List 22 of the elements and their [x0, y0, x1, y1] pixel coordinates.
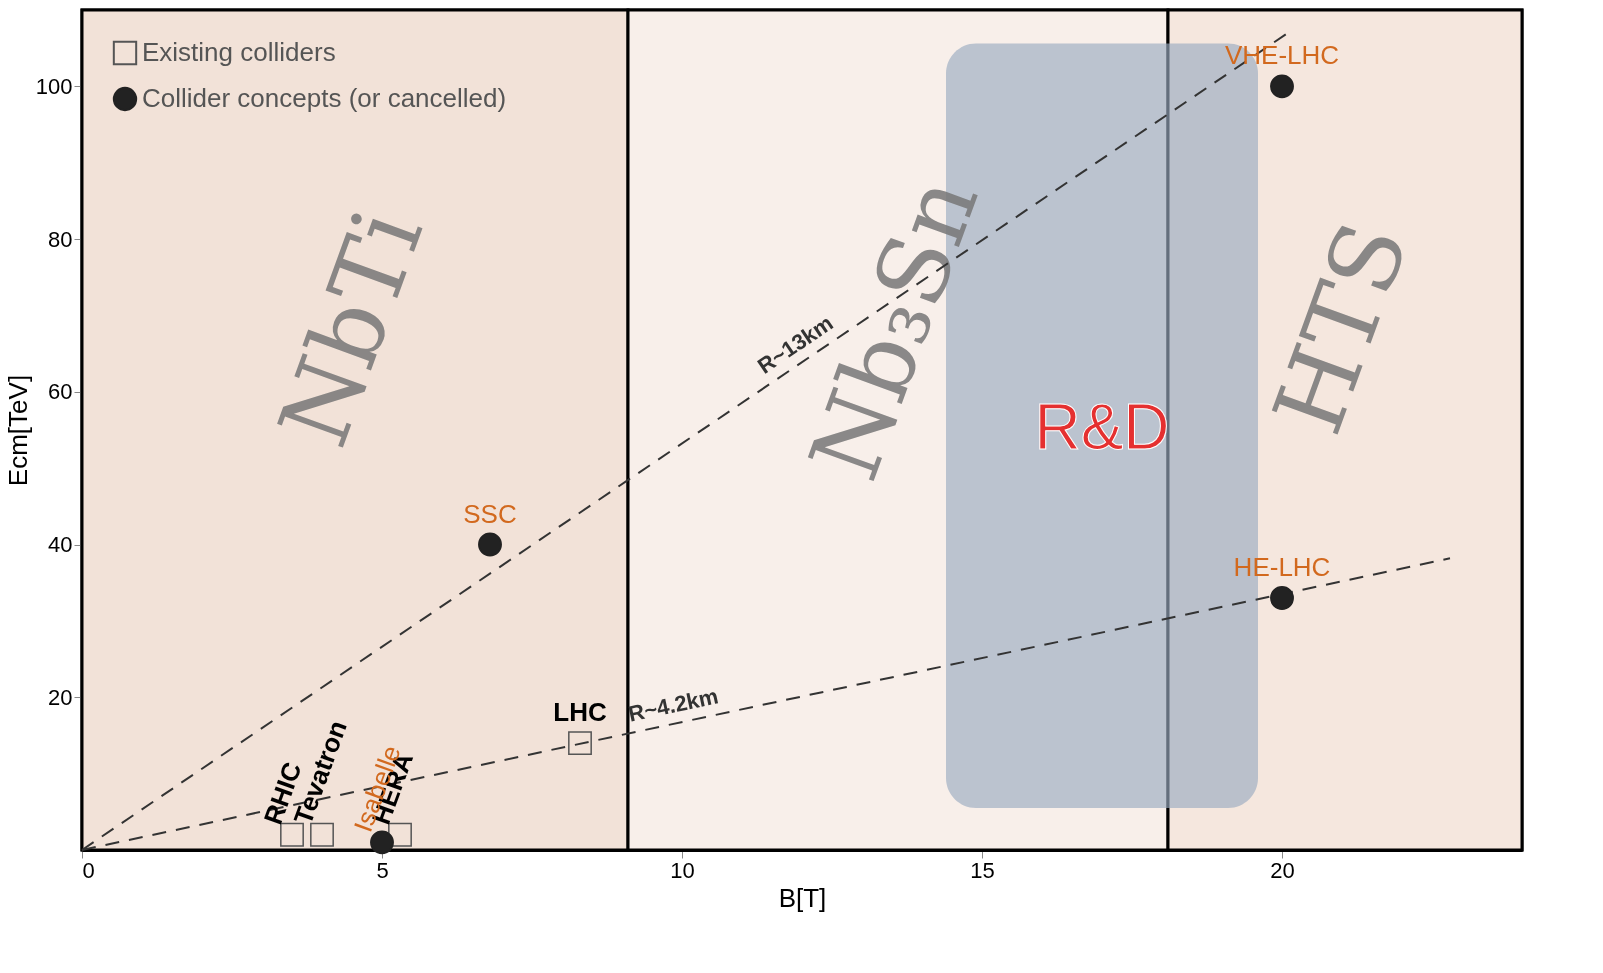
data-label: HE-LHC [1233, 552, 1331, 582]
x-tick-label: 15 [970, 857, 995, 883]
band-label: NbTi [257, 195, 445, 460]
y-tick-label: 100 [35, 73, 73, 99]
data-label: LHC [553, 697, 607, 728]
legend-label: Existing colliders [142, 37, 336, 67]
band-label: R&D [1034, 391, 1170, 463]
x-tick-label: 5 [376, 857, 389, 883]
y-tick-label: 60 [48, 379, 73, 405]
y-tick-label: 40 [48, 532, 73, 558]
y-axis-title: Ecm[TeV] [2, 374, 33, 487]
text: R~4.2km [626, 683, 721, 727]
data-label: VHE-LHC [1224, 40, 1340, 71]
x-tick-label: 20 [1270, 857, 1295, 883]
x-axis-title: B[T] [778, 882, 827, 913]
legend-label: Collider concepts (or cancelled) [142, 83, 507, 113]
band-label: HTS [1252, 208, 1431, 448]
x-tick-label: 10 [670, 857, 695, 883]
y-tick-label: 80 [48, 226, 73, 252]
y-tick-label: 20 [48, 684, 73, 710]
x-tick-label: 0 [82, 857, 95, 883]
data-label: SSC [463, 498, 517, 529]
